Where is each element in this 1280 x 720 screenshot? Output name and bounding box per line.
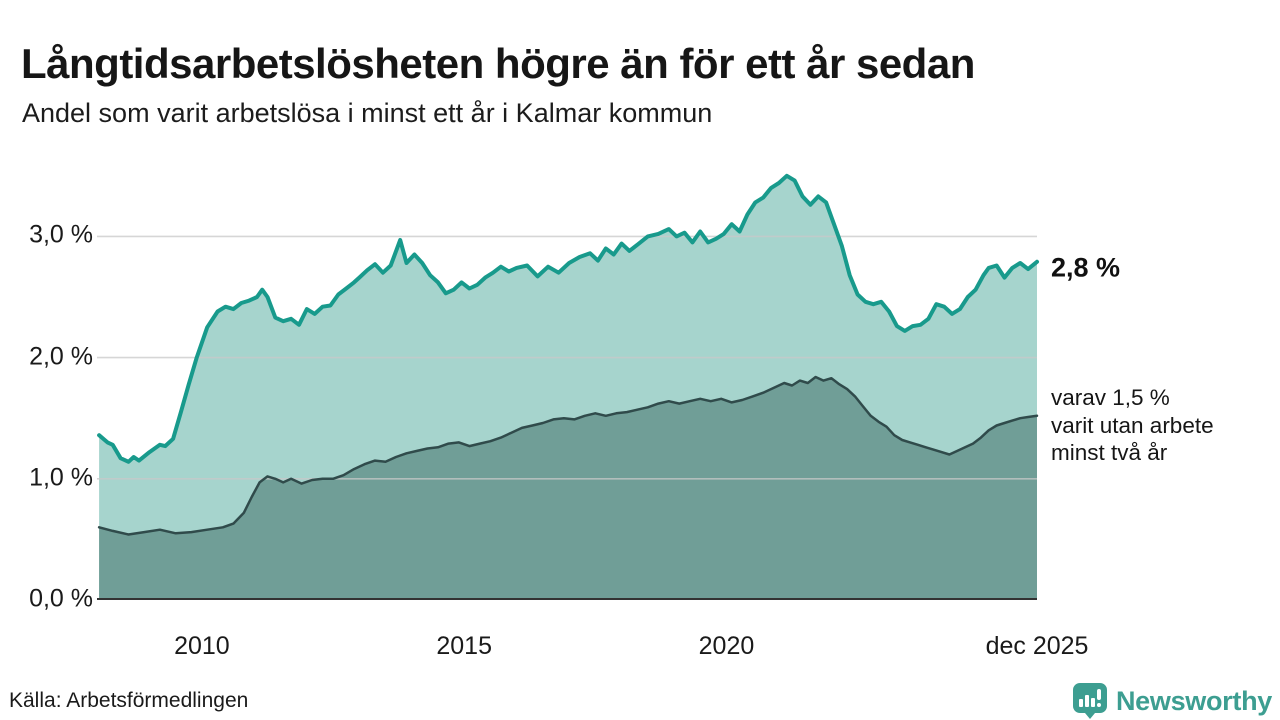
unemployed-one-year-line <box>97 173 1039 464</box>
annotation-two-years: varav 1,5 % varit utan arbete minst två … <box>1051 384 1214 467</box>
y-axis-tick-label: 3,0 % <box>29 220 93 249</box>
y-axis-tick-label: 2,0 % <box>29 341 93 370</box>
page-subtitle: Andel som varit arbetslösa i minst ett å… <box>22 98 713 128</box>
annotation-two-years-line3: minst två år <box>1051 440 1168 465</box>
x-axis-tick-label: 2010 <box>174 632 230 660</box>
annotation-latest-total: 2,8 % <box>1051 252 1121 283</box>
source-text: Källa: Arbetsförmedlingen <box>9 689 249 712</box>
unemployed-two-years-area <box>99 377 1038 600</box>
y-axis-tick-label: 0,0 % <box>29 584 93 613</box>
x-axis-tick-label: 2020 <box>698 632 755 660</box>
newsworthy-logo[interactable]: Newsworthy <box>1072 682 1272 720</box>
x-axis-tick-label: dec 2025 <box>985 632 1089 660</box>
page-title: Långtidsarbetslösheten högre än för ett … <box>21 40 975 88</box>
annotation-two-years-line1: varav 1,5 % <box>1051 385 1170 410</box>
area-chart-plot <box>97 173 1039 600</box>
newsworthy-wordmark: Newsworthy <box>1115 685 1272 716</box>
x-axis-tick-label: 2015 <box>436 632 492 660</box>
annotation-two-years-line2: varit utan arbete <box>1051 412 1214 438</box>
unemployed-two-years-line <box>97 375 1039 536</box>
newsworthy-bubble-chart-icon <box>1072 682 1108 720</box>
y-axis-tick-label: 1,0 % <box>29 463 93 492</box>
